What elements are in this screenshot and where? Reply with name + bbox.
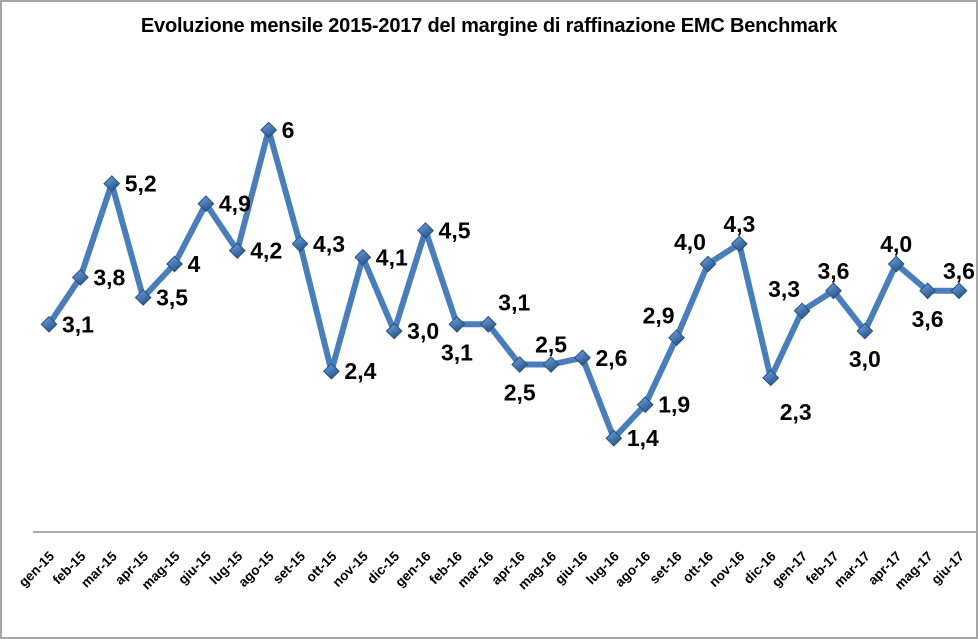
data-point-label-dic-16: 2,3 bbox=[780, 399, 812, 425]
series-line[interactable] bbox=[46, 127, 962, 442]
data-point-marker-dic-15[interactable] bbox=[385, 322, 403, 340]
data-point-label-mar-16: 3,1 bbox=[498, 289, 530, 315]
data-point-marker-set-16[interactable] bbox=[668, 329, 685, 347]
data-point-label-feb-16: 3,1 bbox=[441, 339, 473, 365]
data-point-label-gen-16: 4,5 bbox=[439, 218, 471, 244]
data-point-label-mag-16: 2,5 bbox=[535, 332, 567, 358]
data-point-marker-mag-17[interactable] bbox=[919, 282, 937, 300]
x-tick-label-gen-15: gen-15 bbox=[16, 548, 58, 590]
data-point-label-apr-17: 4,0 bbox=[880, 231, 912, 257]
data-point-marker-lug-15[interactable] bbox=[228, 242, 246, 260]
data-point-marker-dic-16[interactable] bbox=[762, 369, 780, 387]
data-point-label-lug-15: 4,2 bbox=[250, 238, 282, 264]
data-point-marker-feb-17[interactable] bbox=[825, 282, 842, 300]
data-point-marker-lug-16[interactable] bbox=[605, 429, 623, 447]
data-point-marker-mag-15[interactable] bbox=[166, 255, 183, 273]
x-tick-label-ago-15: ago-15 bbox=[235, 548, 277, 590]
x-tick-label-nov-15: nov-15 bbox=[330, 548, 372, 590]
x-tick-label-giu-15: giu-15 bbox=[175, 548, 214, 587]
data-point-label-mar-15: 5,2 bbox=[125, 171, 157, 197]
data-point-label-giu-17: 3,6 bbox=[943, 258, 975, 284]
data-point-marker-mar-15[interactable] bbox=[103, 175, 121, 193]
data-point-marker-feb-15[interactable] bbox=[71, 268, 89, 286]
data-point-marker-giu-16[interactable] bbox=[574, 349, 591, 367]
data-point-label-ott-15: 2,4 bbox=[344, 358, 376, 384]
data-point-label-set-15: 4,3 bbox=[313, 231, 345, 257]
x-tick-label-gen-17: gen-17 bbox=[769, 549, 810, 590]
data-point-marker-mar-16[interactable] bbox=[479, 315, 497, 333]
x-tick-label-giu-17: giu-17 bbox=[928, 549, 967, 588]
data-point-marker-set-15[interactable] bbox=[291, 235, 309, 253]
x-tick-label-set-16: set-16 bbox=[647, 548, 686, 587]
data-point-label-apr-16: 2,5 bbox=[504, 380, 536, 406]
data-point-marker-ott-16[interactable] bbox=[699, 255, 717, 273]
data-point-label-ago-16: 1,9 bbox=[658, 392, 690, 418]
data-point-marker-gen-17[interactable] bbox=[793, 302, 811, 320]
data-point-marker-gen-16[interactable] bbox=[417, 222, 434, 239]
x-tick-label-nov-16: nov-16 bbox=[706, 548, 748, 590]
data-point-label-giu-15: 4,9 bbox=[219, 191, 251, 217]
x-tick-label-mar-15: mar-15 bbox=[78, 548, 120, 590]
data-point-marker-giu-17[interactable] bbox=[950, 282, 968, 300]
data-point-marker-nov-15[interactable] bbox=[354, 248, 372, 266]
data-point-label-mag-17: 3,6 bbox=[912, 306, 944, 332]
x-tick-label-gen-16: gen-16 bbox=[392, 548, 434, 590]
data-point-marker-mar-17[interactable] bbox=[856, 322, 874, 340]
data-point-label-gen-15: 3,1 bbox=[62, 311, 94, 337]
x-tick-label-set-15: set-15 bbox=[270, 548, 309, 587]
data-point-label-giu-16: 2,6 bbox=[595, 345, 627, 371]
data-point-marker-ago-16[interactable] bbox=[636, 396, 654, 414]
data-point-marker-feb-16[interactable] bbox=[448, 315, 466, 333]
chart-title: Evoluzione mensile 2015-2017 del margine… bbox=[140, 15, 838, 37]
data-point-label-feb-15: 3,8 bbox=[93, 264, 125, 290]
data-point-label-nov-15: 4,1 bbox=[376, 244, 408, 270]
data-point-marker-nov-16[interactable] bbox=[730, 235, 748, 253]
data-point-label-mar-17: 3,0 bbox=[849, 346, 881, 372]
data-point-marker-ago-15[interactable] bbox=[260, 121, 278, 139]
data-point-label-apr-15: 3,5 bbox=[156, 285, 188, 311]
data-point-label-set-16: 2,9 bbox=[643, 303, 675, 329]
data-point-label-nov-16: 4,3 bbox=[723, 211, 755, 237]
x-tick-label-ago-16: ago-16 bbox=[612, 548, 654, 590]
data-point-label-gen-17: 3,3 bbox=[768, 276, 800, 302]
data-point-label-ott-16: 4,0 bbox=[674, 229, 706, 255]
data-point-marker-apr-16[interactable] bbox=[511, 356, 529, 373]
data-point-label-ago-15: 6 bbox=[282, 117, 295, 143]
x-tick-label-mar-17: mar-17 bbox=[831, 549, 873, 591]
data-point-marker-mag-16[interactable] bbox=[542, 356, 560, 373]
data-point-marker-giu-15[interactable] bbox=[197, 195, 215, 213]
data-point-label-feb-17: 3,6 bbox=[817, 258, 849, 284]
data-point-marker-apr-15[interactable] bbox=[134, 289, 152, 306]
x-tick-label-mar-16: mar-16 bbox=[455, 548, 497, 590]
data-point-marker-gen-15[interactable] bbox=[40, 315, 58, 333]
data-point-label-dic-15: 3,0 bbox=[407, 318, 439, 344]
data-point-marker-ott-15[interactable] bbox=[323, 362, 340, 380]
data-point-marker-apr-17[interactable] bbox=[887, 255, 905, 273]
data-point-label-mag-15: 4 bbox=[188, 251, 201, 277]
x-tick-label-giu-16: giu-16 bbox=[552, 548, 591, 587]
data-point-label-lug-16: 1,4 bbox=[627, 425, 659, 451]
